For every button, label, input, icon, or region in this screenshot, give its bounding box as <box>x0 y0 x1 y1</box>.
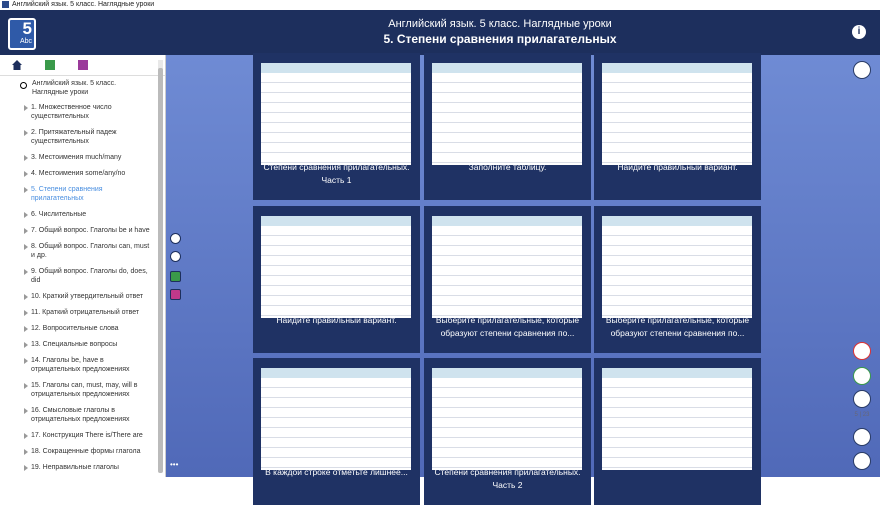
window-title: Английский язык. 5 класс. Наглядные урок… <box>12 1 155 8</box>
slide-thumbnail <box>432 368 582 470</box>
slide-caption: Найдите правильный вариант. <box>276 315 397 325</box>
lesson-item[interactable]: 13. Специальные вопросы <box>0 336 156 352</box>
lesson-item[interactable]: 1. Множественное число существительных <box>0 99 156 124</box>
lesson-list: Английский язык. 5 класс. Наглядные урок… <box>0 77 156 477</box>
slide-card[interactable]: Найдите правильный вариант. <box>253 206 420 353</box>
lesson-item[interactable]: 4. Местоимения some/any/no <box>0 165 156 181</box>
slide-card[interactable]: Найдите правильный вариант. <box>594 53 761 200</box>
slides-area: ••• Степени сравнения прилагательных. Ча… <box>166 53 880 505</box>
slide-caption: В каждой строке отметьте лишнее... <box>265 467 408 477</box>
more-button[interactable]: ••• <box>170 460 179 469</box>
slide-caption: Найдите правильный вариант. <box>617 162 738 172</box>
slide-thumbnail <box>602 63 752 165</box>
info-button[interactable]: i <box>852 25 866 39</box>
lesson-item[interactable]: 12. Вопросительные слова <box>0 320 156 336</box>
notes-tab[interactable] <box>78 60 88 70</box>
slide-thumbnail <box>261 63 411 165</box>
lesson-item[interactable]: 16. Смысловые глаголы в отрицательных пр… <box>0 402 156 427</box>
slide-thumbnail <box>602 216 752 318</box>
lesson-item[interactable]: 6. Числительные <box>0 206 156 222</box>
bookmarks-tab[interactable] <box>45 60 55 70</box>
scrollbar[interactable] <box>158 60 163 473</box>
pen-button[interactable] <box>853 342 871 360</box>
logo-number: 5 <box>22 19 32 38</box>
slide-card[interactable]: Степени сравнения прилагательных. Часть … <box>424 358 591 505</box>
lesson-item[interactable]: 7. Общий вопрос. Глаголы be и have <box>0 222 156 238</box>
logo: 5 Abc <box>8 18 36 50</box>
lesson-item[interactable]: 5. Степени сравнения прилагательных <box>0 181 156 206</box>
slide-card[interactable]: Заполните таблицу. <box>424 53 591 200</box>
lesson-title: 5. Степени сравнения прилагательных <box>383 32 617 46</box>
slide-card[interactable]: Выберите прилагательные, которые образую… <box>424 206 591 353</box>
page-counter: 5 | 23 <box>854 412 870 418</box>
slide-caption: Степени сравнения прилагательных. Часть … <box>434 467 581 490</box>
tool-button[interactable] <box>170 233 181 244</box>
slide-thumbnail <box>261 368 411 470</box>
bookmark-button[interactable] <box>853 367 871 385</box>
slide-card[interactable]: Выберите прилагательные, которые образую… <box>594 206 761 353</box>
lesson-item[interactable]: 19. Неправильные глаголы <box>0 459 156 475</box>
slide-thumbnail <box>432 63 582 165</box>
next-button[interactable] <box>853 428 871 446</box>
lesson-item[interactable]: 17. Конструкция There is/There are <box>0 427 156 443</box>
note-button[interactable] <box>170 289 181 300</box>
home-tab[interactable] <box>12 60 22 70</box>
title-bar: Английский язык. 5 класс. Наглядные урок… <box>0 0 880 10</box>
slide-thumbnail <box>261 216 411 318</box>
logo-text: Abc <box>19 38 32 45</box>
slide-caption: Выберите прилагательные, которые образую… <box>605 315 750 338</box>
slide-caption: Выберите прилагательные, которые образую… <box>435 315 580 338</box>
slide-card[interactable] <box>594 358 761 505</box>
prev-button[interactable] <box>853 390 871 408</box>
lesson-item[interactable]: 3. Местоимения much/many <box>0 149 156 165</box>
fullscreen-button[interactable] <box>853 61 871 79</box>
sidebar-tabs <box>0 55 165 76</box>
tool-button[interactable] <box>170 251 181 262</box>
lesson-item[interactable]: 18. Сокращенные формы глагола <box>0 443 156 459</box>
sidebar: Английский язык. 5 класс. Наглядные урок… <box>0 55 166 477</box>
lesson-item[interactable]: 9. Общий вопрос. Глаголы do, does, did <box>0 263 156 288</box>
header: 5 Abc Английский язык. 5 класс. Наглядные… <box>0 10 880 55</box>
slide-card[interactable]: В каждой строке отметьте лишнее... <box>253 358 420 505</box>
tree-root[interactable]: Английский язык. 5 класс. Наглядные урок… <box>0 77 156 99</box>
slide-caption: Степени сравнения прилагательных. Часть … <box>263 162 410 185</box>
lesson-item[interactable]: 8. Общий вопрос. Глаголы can, must и др. <box>0 238 156 263</box>
lesson-item[interactable]: 10. Краткий утвердительный ответ <box>0 288 156 304</box>
lesson-item[interactable]: 15. Глаголы can, must, may, will в отриц… <box>0 377 156 402</box>
subject-title: Английский язык. 5 класс. Наглядные урок… <box>388 18 612 30</box>
slide-thumbnail <box>432 216 582 318</box>
slide-thumbnail <box>602 368 752 470</box>
slide-caption: Заполните таблицу. <box>468 162 547 172</box>
slide-card[interactable]: Степени сравнения прилагательных. Часть … <box>253 53 420 200</box>
lesson-item[interactable]: 14. Глаголы be, have в отрицательных пре… <box>0 352 156 377</box>
bookmark-button[interactable] <box>170 271 181 282</box>
lesson-item[interactable]: 11. Краткий отрицательный ответ <box>0 304 156 320</box>
lesson-item[interactable]: 2. Притяжательный падеж существительных <box>0 124 156 149</box>
back-button[interactable] <box>853 452 871 470</box>
right-toolbar <box>848 55 880 477</box>
